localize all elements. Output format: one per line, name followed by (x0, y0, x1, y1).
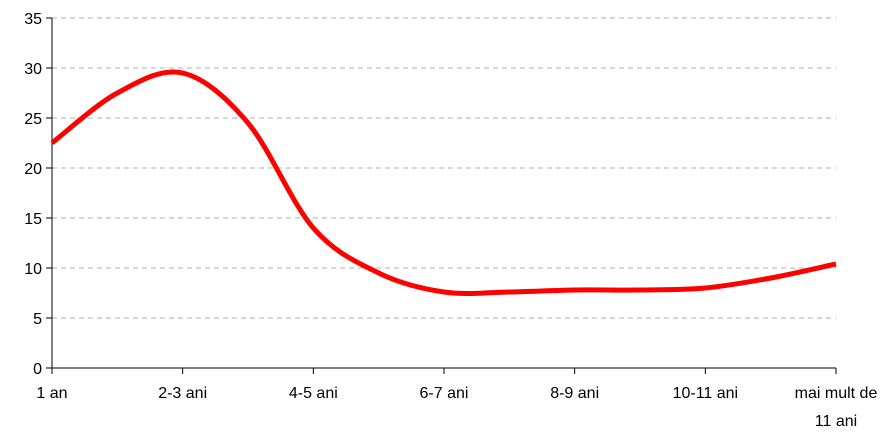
x-tick-label: 10-11 ani (673, 385, 739, 402)
y-tick-label: 25 (24, 111, 42, 128)
y-tick-labels: 0 5 10 15 20 25 30 35 (24, 11, 42, 378)
gridlines (52, 17, 836, 319)
y-tick-label: 15 (24, 211, 42, 228)
y-tick-label: 0 (33, 361, 42, 378)
y-tick-label: 35 (24, 11, 42, 28)
y-tick-label: 10 (24, 261, 42, 278)
x-tick-label: 2-3 ani (158, 385, 207, 402)
y-tick-label: 5 (33, 311, 42, 328)
series-lines (50, 69, 837, 296)
x-tick-label: 1 an (36, 385, 67, 402)
y-tick-label: 30 (24, 61, 42, 78)
x-tick-label: mai mult de 11 ani (795, 385, 878, 430)
y-tick-label: 20 (24, 161, 42, 178)
axes (46, 17, 837, 374)
x-tick-label: 6-7 ani (420, 385, 469, 402)
x-tick-labels: 1 an 2-3 ani 4-5 ani 6-7 ani 8-9 ani 10-11 an… (36, 385, 877, 430)
x-tick-label: 8-9 ani (550, 385, 599, 402)
x-tick-label: 4-5 ani (289, 385, 338, 402)
series-line-0 (50, 69, 837, 296)
